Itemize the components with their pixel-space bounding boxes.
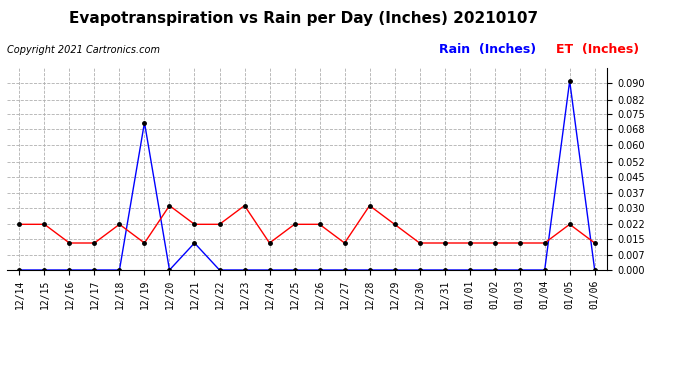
Text: ET  (Inches): ET (Inches) (556, 43, 640, 56)
Text: Copyright 2021 Cartronics.com: Copyright 2021 Cartronics.com (7, 45, 160, 55)
Text: Rain  (Inches): Rain (Inches) (439, 43, 536, 56)
Text: Evapotranspiration vs Rain per Day (Inches) 20210107: Evapotranspiration vs Rain per Day (Inch… (69, 11, 538, 26)
